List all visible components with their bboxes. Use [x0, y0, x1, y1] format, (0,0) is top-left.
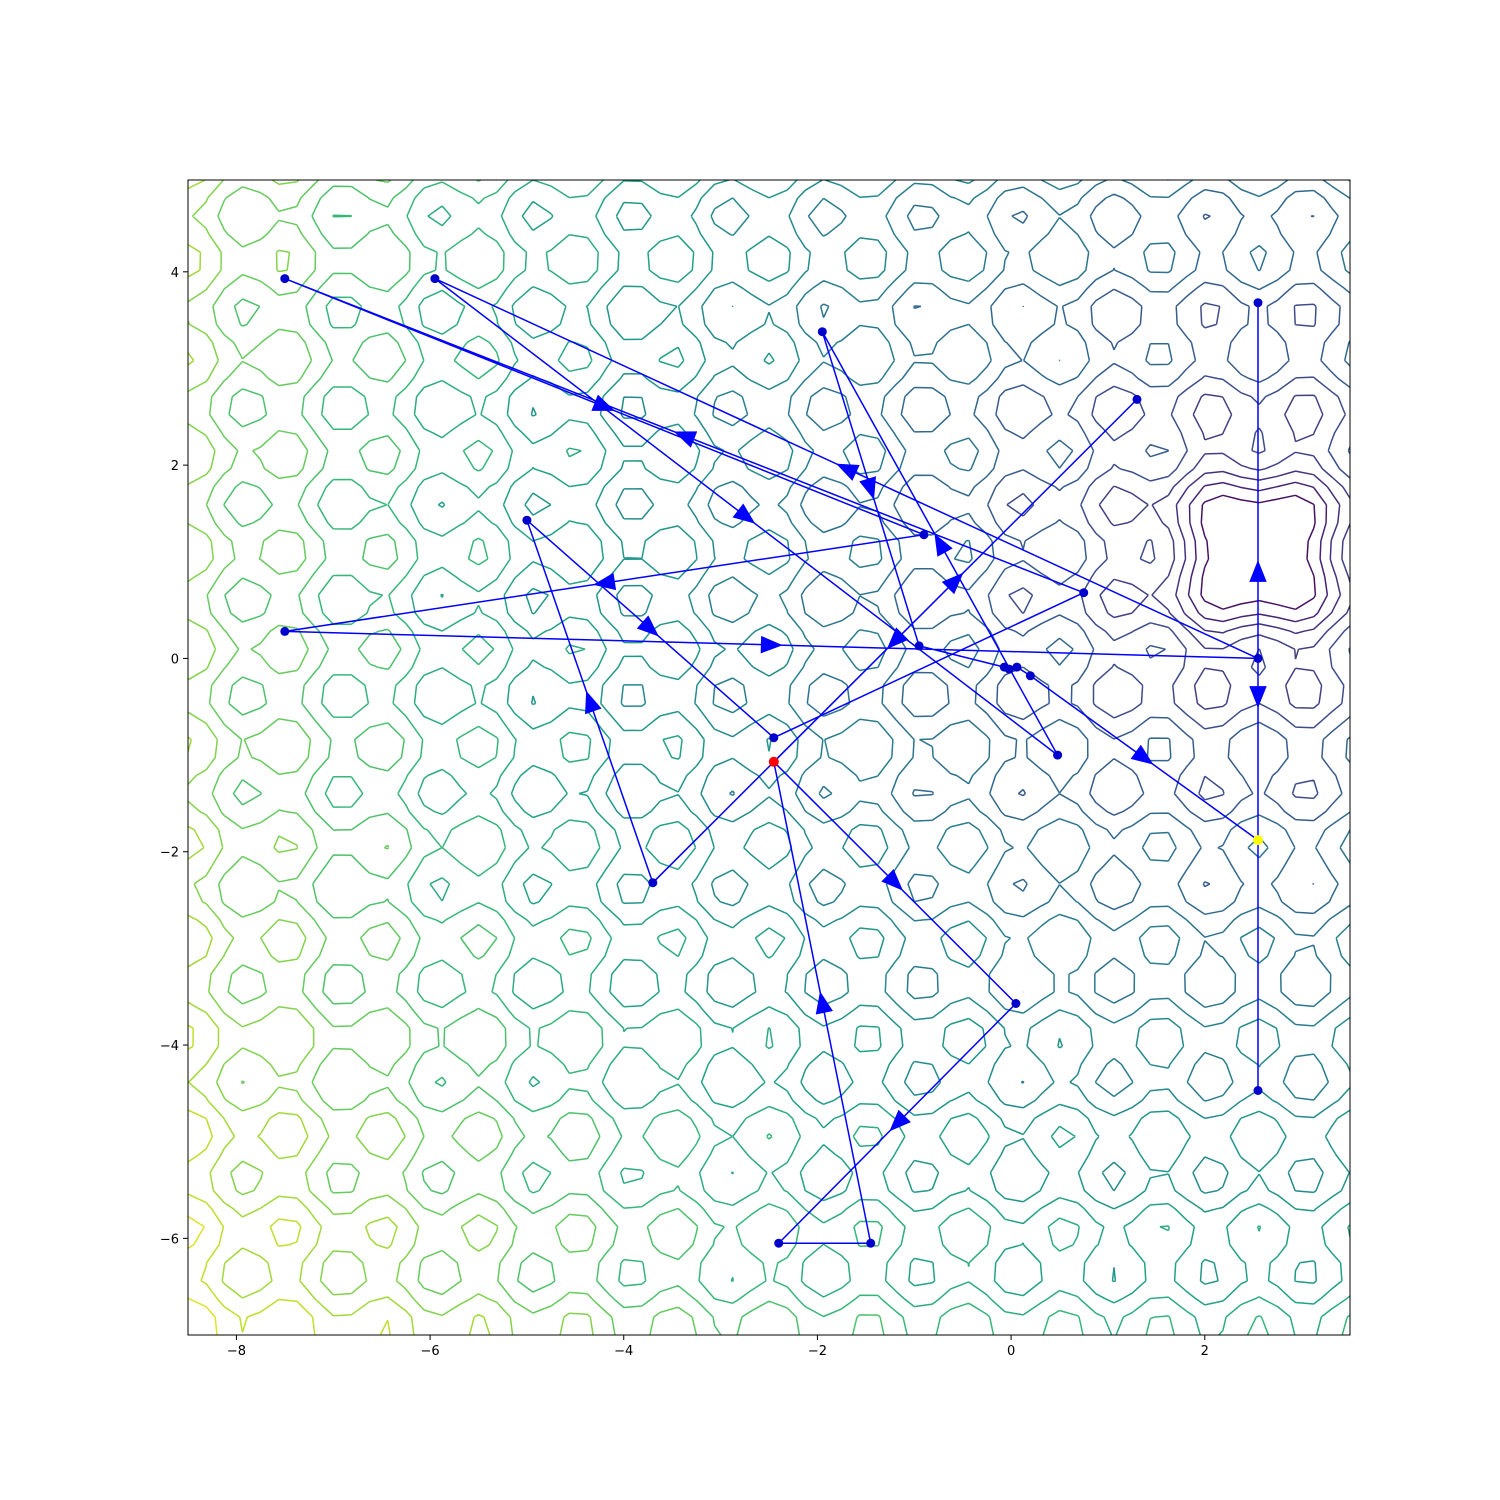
contour-level-15 [223, 180, 885, 1335]
path-point-1 [1011, 999, 1021, 1008]
path-point-10 [280, 274, 290, 284]
path-arrow-2 [815, 991, 833, 1015]
contour-level-19 [188, 1024, 392, 1335]
contour-level-4 [1098, 393, 1350, 710]
path-point-2 [774, 1238, 784, 1248]
plot-frame [187, 179, 1351, 1336]
path-arrow-7 [673, 431, 698, 448]
path-point-11 [919, 530, 929, 540]
contour-level-5 [1006, 302, 1350, 801]
path-point-24 [1253, 1086, 1263, 1095]
contour-level-18 [188, 180, 491, 1335]
path-arrow-0 [881, 869, 903, 891]
start-point [768, 756, 779, 767]
path-point-21 [1025, 671, 1035, 681]
contour-level-17 [188, 180, 594, 1335]
x-tick-label: 2 [1201, 1344, 1209, 1359]
contour-level-16 [205, 180, 698, 1335]
y-tick-label: 2 [171, 459, 179, 474]
y-tick-label: −6 [160, 1232, 179, 1247]
contour-level-12 [437, 180, 1350, 1306]
path-arrow-9 [593, 572, 617, 591]
path-arrow-6 [636, 615, 659, 637]
contour-level-8 [799, 180, 1350, 1009]
end-point [1253, 835, 1263, 846]
path-arrow-11 [836, 463, 860, 481]
path-point-3 [866, 1238, 876, 1248]
path-points [280, 274, 1263, 1248]
contour-level-3 [1175, 470, 1342, 635]
contour-level-10 [615, 180, 1350, 1194]
path-arrow-14 [859, 476, 876, 500]
path-point-8 [769, 733, 779, 743]
path-arrow-15 [1130, 744, 1154, 765]
path-arrow-1 [889, 1109, 911, 1132]
x-tick-label: −8 [227, 1344, 246, 1359]
path-point-15 [1053, 750, 1063, 760]
y-tick-label: 0 [171, 652, 179, 667]
path-arrow-8 [591, 394, 615, 411]
path-arrow-4 [886, 627, 909, 650]
path-point-12 [280, 626, 290, 636]
y-tick-label: −2 [160, 846, 179, 861]
contour-level-6 [987, 213, 1350, 888]
path-point-20 [1012, 662, 1022, 672]
y-axis: −6 −4 −2 0 2 4 [160, 266, 188, 1247]
contour-level-7 [893, 188, 1350, 916]
x-tick-label: −2 [808, 1344, 827, 1359]
path-point-6 [648, 878, 658, 888]
contour-level-1 [1200, 494, 1317, 611]
y-tick-label: −4 [160, 1039, 179, 1054]
path-arrow-5 [585, 690, 602, 715]
x-tick-label: 0 [1007, 1344, 1015, 1359]
path-point-14 [430, 274, 440, 284]
contour-level-14 [316, 180, 1350, 1335]
path-point-13 [1253, 653, 1263, 663]
path-point-23 [1253, 298, 1263, 308]
x-tick-label: −6 [420, 1344, 439, 1359]
path-point-9 [1079, 588, 1089, 598]
plot-area [188, 180, 1350, 1335]
y-tick-label: 4 [171, 266, 179, 281]
path-point-17 [914, 641, 924, 651]
contour-level-20 [188, 1215, 218, 1335]
contour-level-9 [707, 180, 1350, 1102]
x-tick-label: −4 [614, 1344, 633, 1359]
path-point-16 [817, 327, 827, 337]
path-point-19 [1004, 664, 1014, 674]
contour-lines [188, 180, 1350, 1335]
path-arrow-10 [760, 635, 783, 654]
path-point-7 [522, 515, 532, 525]
path-arrow-12 [732, 503, 756, 524]
contour-level-13 [410, 180, 1350, 1335]
path-arrows [585, 394, 1267, 1132]
path-arrow-17 [1249, 686, 1267, 708]
contour-level-2 [1187, 481, 1329, 623]
x-axis: −8 −6 −4 −2 0 2 [227, 1335, 1209, 1359]
path-arrow-13 [934, 533, 953, 557]
path-point-5 [1132, 394, 1142, 404]
path-arrow-3 [941, 572, 964, 595]
path-arrow-16 [1249, 560, 1267, 582]
